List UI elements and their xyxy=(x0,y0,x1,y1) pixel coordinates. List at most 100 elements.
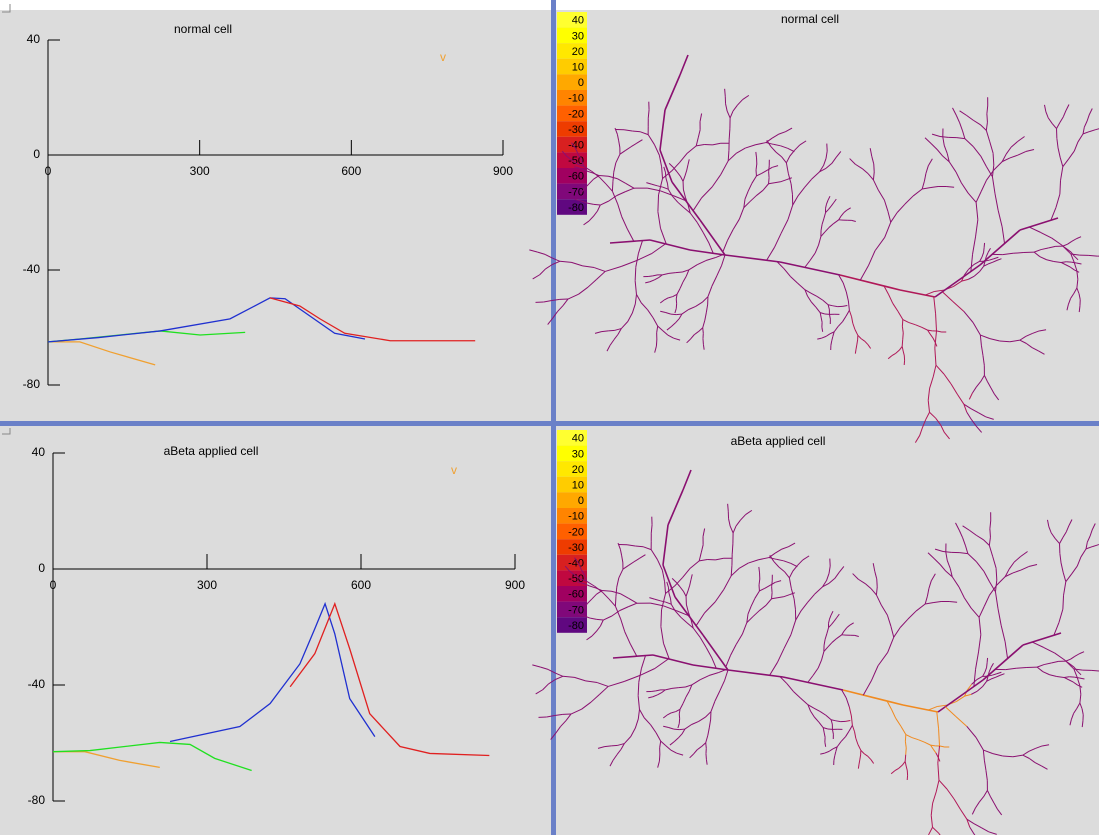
dendrite xyxy=(928,827,933,835)
dendrite xyxy=(960,182,969,194)
dendrite xyxy=(938,728,941,746)
dendrite xyxy=(923,173,927,182)
dendrite xyxy=(532,274,540,280)
dendrite xyxy=(670,598,672,605)
dendrite xyxy=(619,549,623,557)
dendrite xyxy=(724,254,781,263)
dendrite xyxy=(985,122,988,131)
dendrite xyxy=(823,212,827,219)
dendrite xyxy=(986,166,993,178)
dendrite xyxy=(683,207,691,214)
dendrite xyxy=(678,709,681,715)
dendrite xyxy=(809,252,816,261)
dendrite xyxy=(1020,551,1028,557)
dendrite xyxy=(883,285,890,295)
dendrite xyxy=(1062,158,1070,167)
dendrite xyxy=(935,780,940,792)
dendrite xyxy=(748,559,759,564)
dendrite xyxy=(891,352,897,357)
dendrite xyxy=(662,330,669,336)
dendrite xyxy=(837,321,843,327)
dendrite xyxy=(542,683,549,691)
colorbar-label: 0 xyxy=(578,77,584,89)
dendrite xyxy=(986,678,992,682)
dendrite xyxy=(715,253,725,259)
dendrite xyxy=(1031,641,1044,648)
dendrite xyxy=(762,183,769,191)
dendrite xyxy=(580,159,585,167)
dendrite xyxy=(956,393,965,405)
dendrite xyxy=(1070,266,1075,271)
dendrite xyxy=(810,292,818,297)
dendrite xyxy=(830,610,834,616)
dendrite xyxy=(723,575,732,590)
dendrite xyxy=(636,253,653,261)
dendrite xyxy=(975,801,980,809)
dendrite xyxy=(996,576,1006,586)
dendrite xyxy=(985,252,989,258)
dendrite xyxy=(934,348,937,366)
dendrite xyxy=(702,327,704,334)
dendrite xyxy=(872,563,876,572)
dendrite xyxy=(819,167,827,173)
dendrite xyxy=(1095,128,1099,131)
dendrite xyxy=(755,151,758,159)
dendrite xyxy=(1086,114,1090,122)
dendrite xyxy=(833,326,839,333)
dendrite xyxy=(652,317,659,327)
dendrite xyxy=(983,247,985,253)
dendrite xyxy=(783,268,791,277)
dendrite xyxy=(1073,708,1078,714)
dendrite xyxy=(905,747,907,755)
dendrite xyxy=(1088,254,1098,257)
dendrite xyxy=(555,726,561,734)
dendrite xyxy=(688,305,696,311)
dendrite xyxy=(995,568,998,581)
dendrite xyxy=(652,654,694,666)
dendrite xyxy=(877,652,889,667)
dendrite xyxy=(1038,329,1047,332)
dendrite xyxy=(608,195,617,202)
dendrite xyxy=(849,622,854,626)
dendrite xyxy=(684,170,688,177)
dendrite xyxy=(1070,655,1076,660)
dendrite xyxy=(819,312,822,318)
dendrite xyxy=(778,566,786,573)
dendrite xyxy=(834,751,837,756)
dendrite xyxy=(1070,253,1080,256)
dendrite xyxy=(1076,279,1079,289)
dendrite xyxy=(937,704,948,707)
dendrite xyxy=(891,709,897,719)
dendrite xyxy=(933,558,941,565)
x-tick-label: 0 xyxy=(45,164,52,178)
dendrite xyxy=(592,172,600,177)
dendrite xyxy=(591,630,597,637)
dendrite xyxy=(588,178,594,185)
dendrite xyxy=(609,759,614,767)
dendrite xyxy=(776,558,784,562)
dendrite xyxy=(901,326,904,334)
dendrite xyxy=(1060,262,1066,266)
dendrite xyxy=(915,603,926,612)
dendrite xyxy=(983,749,994,755)
dendrite xyxy=(686,622,694,629)
dendrite xyxy=(983,790,988,797)
dendrite xyxy=(1079,694,1082,704)
dendrite xyxy=(670,322,676,328)
dendrite xyxy=(1043,662,1052,666)
colorbar-label: -30 xyxy=(568,124,584,136)
dendrite xyxy=(704,711,712,718)
dendrite xyxy=(978,617,982,635)
horizontal-divider[interactable] xyxy=(0,421,1099,426)
dendrite xyxy=(679,54,689,76)
dendrite xyxy=(712,142,721,146)
dendrite xyxy=(673,195,686,202)
dendrite xyxy=(759,587,766,592)
dendrite xyxy=(1066,248,1072,253)
vertical-divider[interactable] xyxy=(551,0,556,835)
colorbar-cell xyxy=(557,617,587,633)
dendrite xyxy=(628,561,635,566)
dendrite xyxy=(787,147,795,153)
dendrite xyxy=(559,260,572,263)
dendrite xyxy=(616,191,626,197)
